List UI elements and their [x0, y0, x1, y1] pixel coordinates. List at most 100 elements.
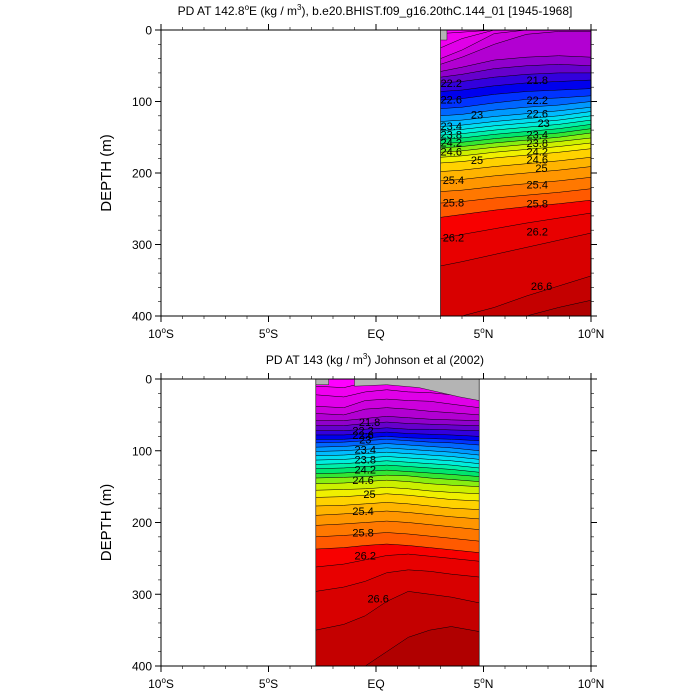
panel-1-contour-label: 25.8 — [443, 197, 464, 209]
panel-2-band — [315, 554, 480, 592]
panel-1-contour-label: 24.2 — [441, 137, 462, 149]
panel-2-fills — [315, 379, 480, 666]
panel-2-contour-line — [315, 543, 480, 553]
panel-2-contour-line — [315, 469, 480, 477]
panel-1-xtick-label: EQ — [367, 327, 384, 341]
panel-1-contour-line — [440, 88, 591, 101]
panel-1-title-end: ), b.e20.BHIST.f09_g16.20thC.144_01 [194… — [301, 4, 572, 18]
panel-2-contour-line — [315, 431, 480, 437]
panel-1-ylabel: DEPTH (m) — [98, 134, 115, 212]
panel-1-contour-line — [440, 128, 591, 144]
panel-1-contour-label: 26.6 — [531, 281, 552, 293]
panel-2: PD AT 143 (kg / m3) Johnson et al (2002)… — [98, 352, 604, 691]
panel-1-contour-line — [440, 111, 591, 127]
panel-1-contour-line — [440, 101, 591, 117]
panel-2-contour-line — [315, 389, 480, 398]
panel-2-title-sup: 3 — [363, 352, 368, 361]
panel-1-contour-label: 23.4 — [441, 121, 462, 133]
panel-1-contour-line — [440, 106, 591, 122]
panel-1-contour-line — [440, 137, 591, 153]
panel-1-contour-line — [440, 132, 591, 149]
panel-2-ytick-label: 0 — [145, 373, 152, 387]
panel-2-band — [315, 502, 480, 519]
panel-2-band — [315, 447, 480, 460]
panel-1-band — [440, 107, 591, 127]
panel-2-contour-line — [315, 407, 480, 416]
panel-1-band — [440, 31, 591, 72]
panel-1-ytick-label: 0 — [145, 24, 152, 38]
panel-1-xtick-label: 10oS — [148, 326, 174, 341]
panel-1-title-mid: E (kg / m — [249, 4, 297, 18]
panel-1-contour-line — [440, 148, 591, 164]
panel-1-xtick-label: 10oN — [578, 326, 604, 341]
panel-2-contour-line — [315, 443, 480, 451]
panel-2-contour-label: 23 — [359, 434, 371, 446]
panel-1-plot: 22.222.62323.423.824.224.62525.425.826.2… — [98, 24, 604, 342]
panel-1-band — [440, 64, 591, 83]
panel-2-contour-line — [315, 456, 480, 464]
panel-1-contour-label: 22.6 — [441, 94, 462, 106]
panel-2-contour-line — [315, 460, 480, 469]
panel-1-contour-label: 25.4 — [527, 179, 548, 191]
panel-2-xtick-label: 5oN — [474, 676, 494, 691]
panel-1-contours — [440, 30, 591, 316]
panel-2-band — [315, 422, 480, 431]
panel-2-xtick-label: EQ — [367, 677, 384, 691]
panel-1-band — [440, 95, 591, 116]
panel-2-band — [315, 521, 480, 542]
panel-2-contour-line — [315, 569, 480, 592]
panel-1-contour-label: 23.8 — [441, 129, 462, 141]
panel-2-contour-label: 23.8 — [355, 454, 376, 466]
panel-2-xtick-label: 5oS — [259, 676, 278, 691]
panel-2-contour-line — [315, 626, 480, 666]
panel-2-ytick-label: 100 — [132, 444, 152, 458]
panel-2-band — [315, 407, 480, 421]
panel-2-contour-line — [315, 502, 480, 510]
panel-2-contour-line — [315, 436, 480, 441]
panel-1-band — [440, 30, 591, 65]
panel-2-contour-line — [315, 416, 480, 421]
panel-2-band — [315, 399, 480, 415]
panel-2-xtick-label: 10oN — [578, 676, 604, 691]
panel-1-contour-line — [440, 64, 591, 78]
panel-1-band — [440, 101, 591, 122]
panel-2-contour-line — [315, 487, 480, 495]
panel-2-band — [315, 452, 480, 464]
panel-1-contour-label: 21.8 — [527, 75, 548, 87]
panel-1-band — [440, 233, 591, 316]
panel-2-band — [315, 487, 480, 501]
panel-2-ylabel: DEPTH (m) — [98, 484, 115, 562]
panel-1-contour-line — [440, 55, 591, 72]
panel-1-contour-label: 23.8 — [527, 138, 548, 150]
panel-2-contour-line — [315, 493, 480, 502]
panel-1-band — [440, 157, 591, 181]
panel-2-ytick-label: 200 — [132, 516, 152, 530]
panel-2-contour-line — [315, 439, 480, 446]
panel-2-band — [315, 493, 480, 510]
panel-1-contour-label: 25.4 — [443, 175, 464, 187]
panel-2-contour-label: 24.2 — [355, 464, 376, 476]
panel-1-contour-line — [440, 30, 591, 59]
panel-1-contour-line — [440, 31, 591, 65]
panel-2-band — [315, 416, 480, 426]
panel-2-band — [315, 591, 480, 666]
panel-1-contour-line — [440, 95, 591, 109]
panel-1-contour-label: 23 — [471, 109, 483, 121]
panel-1-ytick-label: 100 — [132, 95, 152, 109]
panel-1-contour-line — [440, 30, 591, 34]
panel-1-xtick-label: 5oN — [474, 326, 494, 341]
panel-1-contour-line — [440, 212, 591, 240]
panel-1-contour-line — [440, 115, 591, 132]
panel-2-contour-line — [315, 427, 480, 431]
panel-1-band — [440, 213, 591, 266]
panel-1-band — [440, 30, 591, 59]
panel-2-contour-label: 25 — [363, 489, 375, 501]
panel-1-band — [440, 166, 591, 192]
panel-2-band — [315, 569, 480, 631]
panel-1-contour-label: 22.2 — [527, 95, 548, 107]
panel-2-contour-line — [315, 398, 480, 408]
panel-2-contour-line — [315, 520, 480, 530]
panel-2-xtick-label: 10oS — [148, 676, 174, 691]
panel-2-contour-line — [315, 474, 480, 482]
